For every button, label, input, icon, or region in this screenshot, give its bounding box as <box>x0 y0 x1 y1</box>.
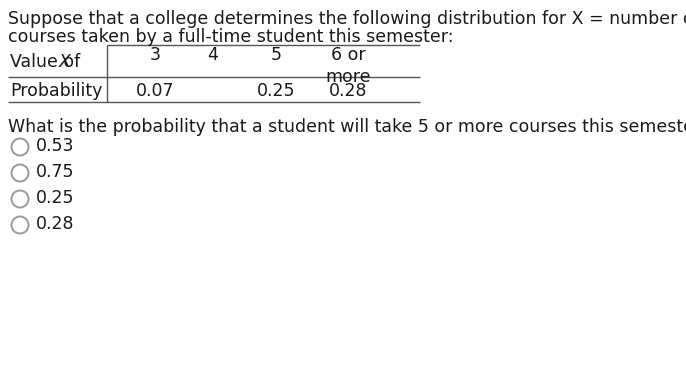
Text: 5: 5 <box>270 46 281 64</box>
Text: X: X <box>59 53 71 71</box>
Text: 0.53: 0.53 <box>36 137 74 155</box>
Text: Probability: Probability <box>10 82 102 100</box>
Text: Suppose that a college determines the following distribution for X = number of: Suppose that a college determines the fo… <box>8 10 686 28</box>
Text: 0.28: 0.28 <box>36 215 74 233</box>
Text: Value of: Value of <box>10 53 86 71</box>
Text: 0.25: 0.25 <box>257 82 295 100</box>
Text: 0.28: 0.28 <box>329 82 367 100</box>
Text: 3: 3 <box>150 46 161 64</box>
Text: 0.07: 0.07 <box>136 82 174 100</box>
Text: courses taken by a full-time student this semester:: courses taken by a full-time student thi… <box>8 28 453 46</box>
Text: 0.75: 0.75 <box>36 163 74 181</box>
Text: 4: 4 <box>208 46 218 64</box>
Text: What is the probability that a student will take 5 or more courses this semester: What is the probability that a student w… <box>8 118 686 136</box>
Text: 0.25: 0.25 <box>36 189 74 207</box>
Text: 6 or
more: 6 or more <box>325 46 370 86</box>
